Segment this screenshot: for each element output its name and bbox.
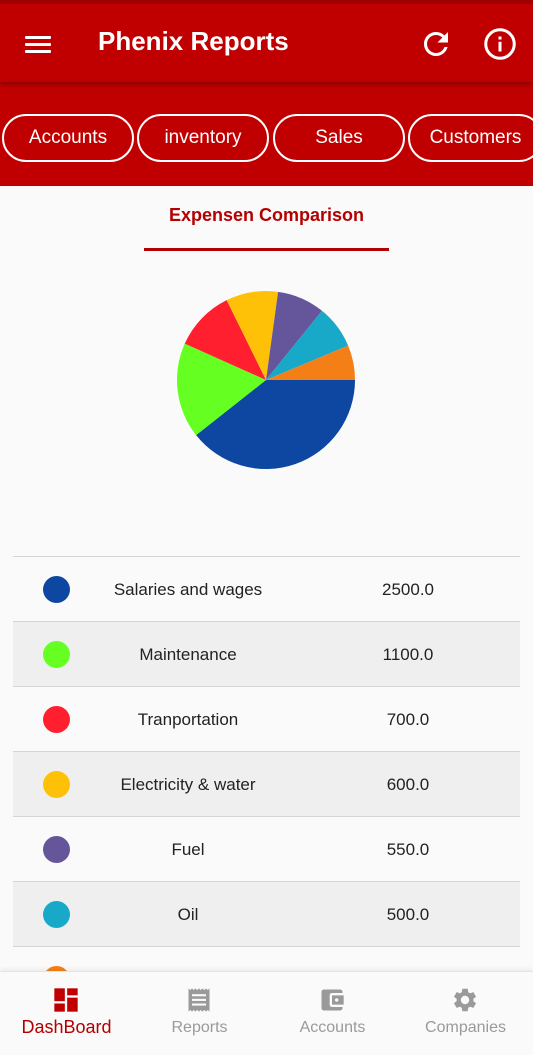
pie-slice (184, 300, 266, 380)
section-title-underline (144, 248, 389, 251)
tab-customers[interactable]: Customers (408, 114, 533, 162)
expense-name: Tranportation (137, 710, 239, 729)
nav-dashboard[interactable]: DashBoard (0, 972, 133, 1055)
expense-value: 700.0 (386, 710, 430, 729)
nav-label: Companies (425, 1019, 506, 1036)
table-row[interactable]: Maintenance 1100.0 (13, 622, 520, 687)
gear-icon (454, 988, 476, 1012)
table-row[interactable]: Oil 500.0 (13, 882, 520, 947)
pie-slice (266, 345, 355, 380)
table-row[interactable]: Tranportation 700.0 (13, 687, 520, 752)
legend-color-dot (43, 771, 70, 798)
expense-name: Fuel (171, 840, 205, 859)
pie-slice (266, 310, 349, 380)
tab-accounts[interactable]: Accounts (2, 114, 134, 162)
section-title: Expensen Comparison (168, 205, 365, 225)
expense-name: Salaries and wages (113, 580, 263, 599)
expense-value: 500.0 (386, 905, 430, 924)
expense-name: Oil (177, 905, 199, 924)
receipt-icon (188, 988, 210, 1012)
expense-pie-chart (177, 291, 355, 469)
wallet-icon (321, 989, 344, 1011)
expense-legend-table: Salaries and wages 2500.0 Maintenance 11… (13, 556, 520, 1012)
nav-reports[interactable]: Reports (133, 972, 266, 1055)
legend-color-dot (43, 836, 70, 863)
table-row[interactable]: Fuel 550.0 (13, 817, 520, 882)
expense-name: Electricity & water (120, 775, 256, 794)
table-row[interactable]: Salaries and wages 2500.0 (13, 557, 520, 622)
nav-companies[interactable]: Companies (399, 972, 532, 1055)
legend-color-dot (43, 901, 70, 928)
pie-slice (226, 291, 279, 380)
refresh-icon[interactable] (418, 26, 454, 62)
hamburger-menu-icon[interactable] (22, 28, 54, 60)
pie-slice (177, 343, 266, 436)
nav-label: DashBoard (21, 1017, 112, 1037)
legend-color-dot (43, 576, 70, 603)
bottom-navigation: DashBoard Reports Accounts Companies (0, 971, 533, 1055)
expense-name: Maintenance (139, 645, 237, 664)
legend-color-dot (43, 641, 70, 668)
expense-value: 600.0 (386, 775, 430, 794)
dashboard-icon (54, 988, 78, 1012)
expense-value: 550.0 (386, 840, 430, 859)
nav-label: Accounts (299, 1019, 366, 1036)
info-icon[interactable] (482, 26, 518, 62)
tab-sales[interactable]: Sales (273, 114, 405, 162)
app-bar: Phenix Reports (0, 0, 533, 82)
nav-label: Reports (171, 1019, 228, 1036)
pie-slice (266, 291, 322, 380)
expense-value: 2500.0 (382, 580, 434, 599)
table-row[interactable]: Electricity & water 600.0 (13, 752, 520, 817)
legend-color-dot (43, 706, 70, 733)
category-tab-bar: Accounts inventory Sales Customers (0, 82, 533, 186)
nav-accounts[interactable]: Accounts (266, 972, 399, 1055)
expense-value: 1100.0 (382, 645, 434, 664)
app-title: Phenix Reports (98, 26, 289, 56)
pie-slice (196, 380, 355, 469)
tab-inventory[interactable]: inventory (137, 114, 269, 162)
